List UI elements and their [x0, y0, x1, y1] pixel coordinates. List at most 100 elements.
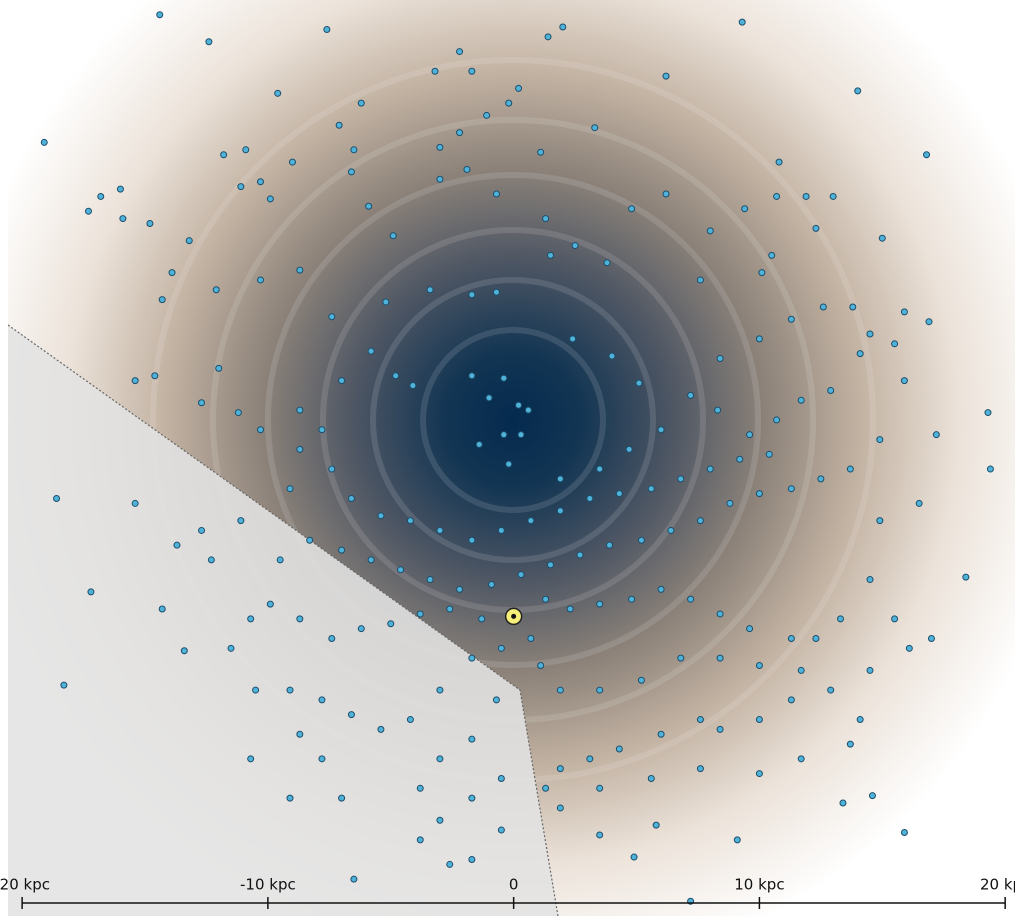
point: [677, 475, 685, 483]
point: [635, 379, 643, 387]
point: [837, 615, 845, 623]
point: [900, 377, 908, 385]
point: [500, 374, 508, 382]
point: [119, 215, 127, 223]
point: [436, 143, 444, 151]
point: [338, 377, 346, 385]
point: [677, 654, 685, 662]
point: [468, 67, 476, 75]
point: [60, 681, 68, 689]
point: [576, 551, 584, 559]
point: [475, 440, 483, 448]
point: [866, 330, 874, 338]
point: [726, 499, 734, 507]
point: [431, 67, 439, 75]
point: [876, 436, 884, 444]
point: [866, 576, 874, 584]
x-tick-label: -20 kpc: [0, 876, 50, 894]
point: [468, 372, 476, 380]
point: [436, 175, 444, 183]
point: [296, 406, 304, 414]
point: [878, 234, 886, 242]
point: [158, 296, 166, 304]
point: [657, 730, 665, 738]
point: [647, 774, 655, 782]
point: [925, 318, 933, 326]
point: [220, 151, 228, 159]
point: [97, 192, 105, 200]
point: [696, 765, 704, 773]
point: [416, 836, 424, 844]
point: [829, 192, 837, 200]
wedge-edge: [7, 324, 559, 916]
point: [468, 291, 476, 299]
point: [605, 541, 613, 549]
point: [207, 556, 215, 564]
point: [436, 816, 444, 824]
point: [571, 242, 579, 250]
point: [116, 185, 124, 193]
point: [738, 18, 746, 26]
point: [338, 794, 346, 802]
point: [156, 11, 164, 19]
point: [180, 647, 188, 655]
point: [839, 799, 847, 807]
point: [463, 165, 471, 173]
point: [556, 507, 564, 515]
point: [53, 495, 61, 503]
point: [608, 352, 616, 360]
point: [274, 89, 282, 97]
point: [787, 485, 795, 493]
point: [468, 536, 476, 544]
x-tick-label: 10 kpc: [734, 876, 784, 894]
point: [797, 755, 805, 763]
point: [630, 853, 638, 861]
point: [537, 148, 545, 156]
point: [40, 138, 48, 146]
point: [736, 455, 744, 463]
point: [517, 571, 525, 579]
point: [591, 124, 599, 132]
excluded-wedge: [8, 325, 558, 916]
point: [716, 725, 724, 733]
point: [497, 644, 505, 652]
point: [426, 286, 434, 294]
point: [286, 485, 294, 493]
point: [515, 401, 523, 409]
point: [456, 48, 464, 56]
point: [846, 740, 854, 748]
point: [247, 615, 255, 623]
point: [497, 826, 505, 834]
point: [318, 755, 326, 763]
point: [286, 686, 294, 694]
point: [876, 517, 884, 525]
point: [544, 33, 552, 41]
point: [768, 251, 776, 259]
point: [497, 774, 505, 782]
point: [787, 696, 795, 704]
point: [328, 313, 336, 321]
point: [637, 676, 645, 684]
point: [706, 465, 714, 473]
point: [866, 666, 874, 674]
point: [819, 303, 827, 311]
point: [846, 465, 854, 473]
sun-dot: [511, 613, 517, 619]
point: [746, 625, 754, 633]
point: [696, 716, 704, 724]
point: [357, 625, 365, 633]
point: [456, 129, 464, 137]
point: [505, 99, 513, 107]
point: [266, 600, 274, 608]
point: [603, 259, 611, 267]
point: [891, 340, 899, 348]
point: [797, 666, 805, 674]
point: [547, 251, 555, 259]
point: [296, 445, 304, 453]
x-axis: -20 kpc -10 kpc 0 10 kpc 20 kpc: [0, 876, 1015, 909]
point: [812, 224, 820, 232]
point: [426, 576, 434, 584]
point: [409, 382, 417, 390]
point: [456, 585, 464, 593]
point: [596, 600, 604, 608]
